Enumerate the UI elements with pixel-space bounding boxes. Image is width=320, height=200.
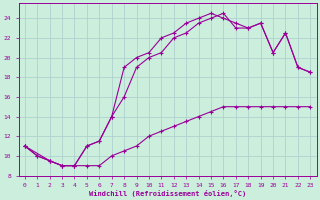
X-axis label: Windchill (Refroidissement éolien,°C): Windchill (Refroidissement éolien,°C) xyxy=(89,190,246,197)
